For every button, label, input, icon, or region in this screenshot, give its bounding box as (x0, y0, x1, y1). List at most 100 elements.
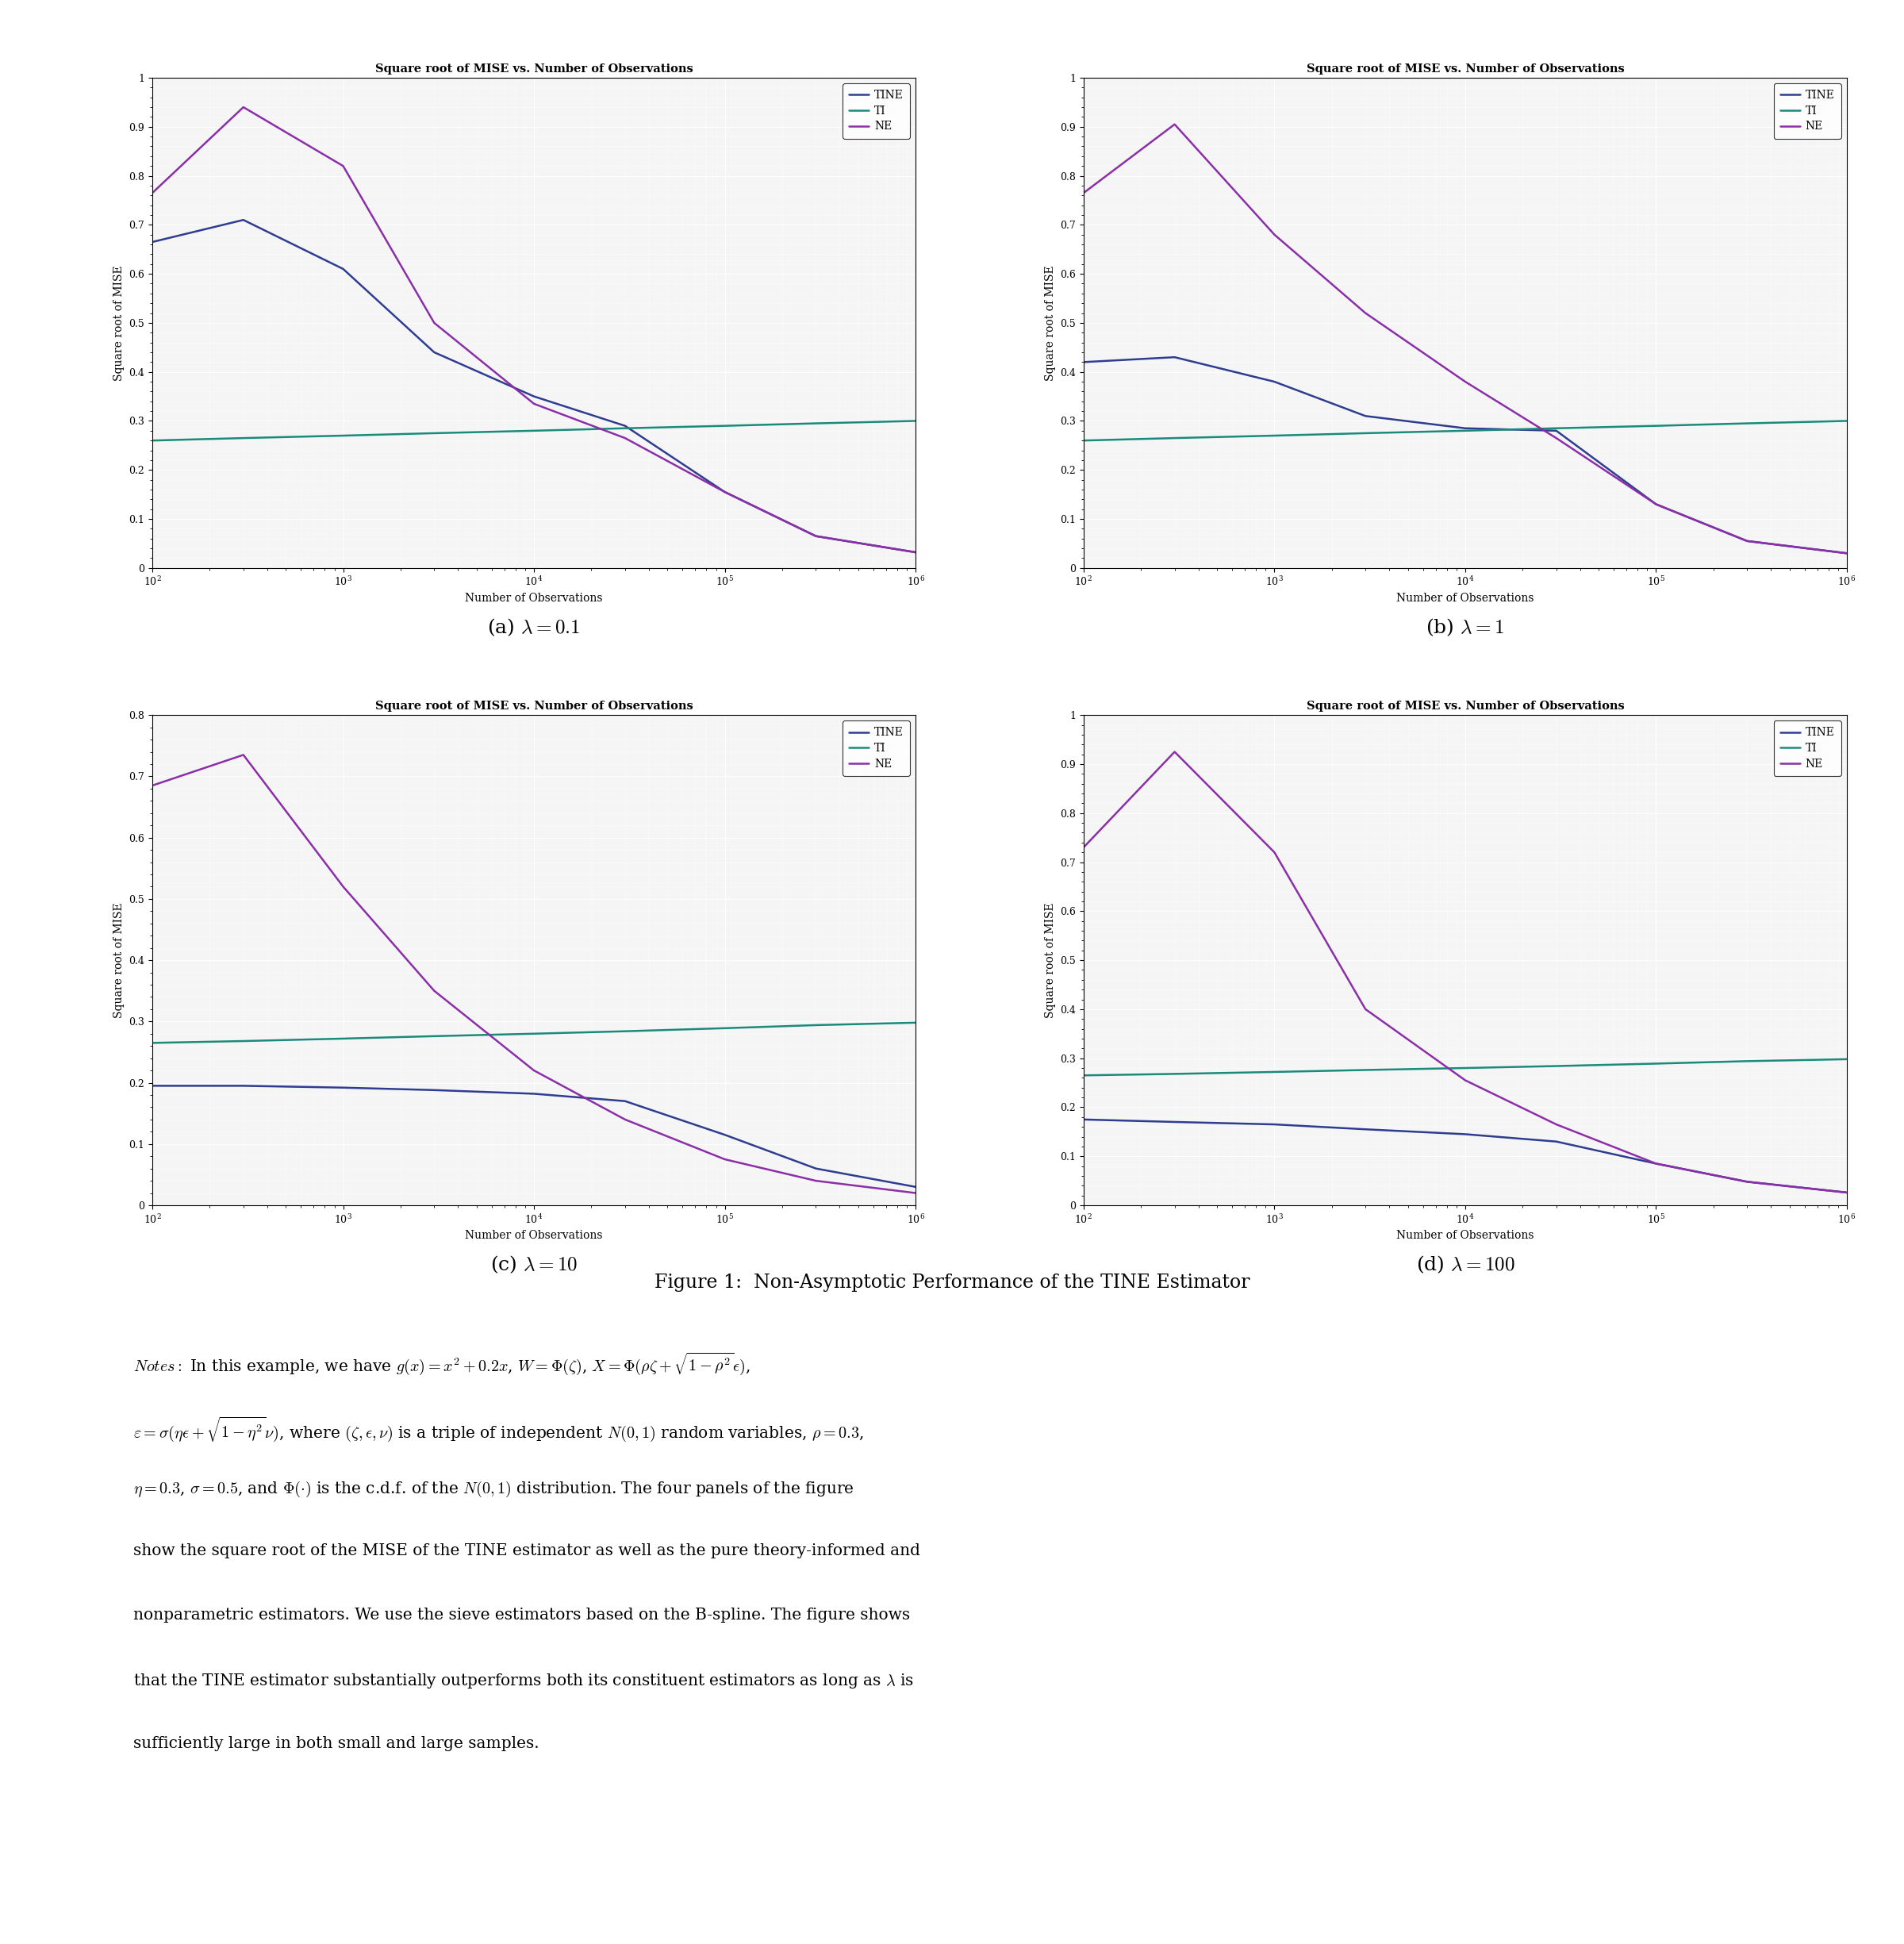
TI (1262, 424, 1285, 447)
Y-axis label: Square root of MISE: Square root of MISE (114, 902, 124, 1019)
Text: (a) $\lambda = 0.1$: (a) $\lambda = 0.1$ (487, 616, 581, 638)
TINE (803, 525, 826, 548)
NE (331, 875, 354, 898)
NE (1455, 1069, 1478, 1093)
NE (714, 480, 737, 503)
Line: TINE: TINE (1083, 1120, 1847, 1192)
NE (1544, 426, 1567, 449)
Line: NE: NE (1083, 752, 1847, 1192)
TINE (1262, 1112, 1285, 1135)
Title: Square root of MISE vs. Number of Observations: Square root of MISE vs. Number of Observ… (1306, 702, 1624, 712)
NE (1354, 301, 1377, 325)
NE (803, 1168, 826, 1192)
TINE (331, 1075, 354, 1098)
NE (1835, 542, 1858, 566)
TI (1544, 1054, 1567, 1077)
NE (1544, 1112, 1567, 1135)
TINE (803, 1157, 826, 1180)
TINE (613, 414, 636, 437)
TINE (141, 1075, 164, 1098)
Line: NE: NE (152, 754, 916, 1194)
Title: Square root of MISE vs. Number of Observations: Square root of MISE vs. Number of Observ… (1306, 64, 1624, 74)
Legend: TINE, TI, NE: TINE, TI, NE (842, 721, 910, 776)
NE (1736, 529, 1759, 552)
TI (714, 414, 737, 437)
X-axis label: Number of Observations: Number of Observations (1396, 1231, 1535, 1240)
TINE (1072, 350, 1095, 373)
NE (141, 774, 164, 797)
Text: sufficiently large in both small and large samples.: sufficiently large in both small and lar… (133, 1736, 539, 1752)
NE (803, 525, 826, 548)
TI (423, 422, 446, 445)
NE (331, 154, 354, 177)
TI (1736, 1050, 1759, 1073)
NE (613, 426, 636, 449)
TINE (1455, 416, 1478, 439)
TI (1163, 426, 1186, 449)
TINE (1072, 1108, 1095, 1131)
TINE (1544, 1129, 1567, 1153)
X-axis label: Number of Observations: Number of Observations (465, 1231, 604, 1240)
TI (714, 1017, 737, 1040)
TINE (1645, 492, 1668, 515)
TINE (1835, 542, 1858, 566)
X-axis label: Number of Observations: Number of Observations (465, 593, 604, 605)
TI (1736, 412, 1759, 435)
Y-axis label: Square root of MISE: Square root of MISE (114, 264, 124, 381)
Line: NE: NE (152, 107, 916, 552)
NE (423, 311, 446, 334)
NE (1262, 840, 1285, 863)
NE (423, 980, 446, 1003)
NE (1455, 369, 1478, 393)
Line: TI: TI (152, 422, 916, 441)
Line: TI: TI (1083, 1059, 1847, 1075)
TI (803, 412, 826, 435)
TINE (714, 1124, 737, 1147)
TI (1835, 410, 1858, 434)
NE (1262, 224, 1285, 247)
NE (1645, 1153, 1668, 1176)
NE (232, 95, 255, 119)
TINE (1262, 369, 1285, 393)
NE (1163, 741, 1186, 764)
TI (1835, 1048, 1858, 1071)
TINE (522, 1083, 545, 1106)
Text: nonparametric estimators. We use the sieve estimators based on the B-spline. The: nonparametric estimators. We use the sie… (133, 1608, 910, 1623)
Legend: TINE, TI, NE: TINE, TI, NE (1773, 721, 1841, 776)
Text: $\varepsilon = \sigma(\eta\epsilon + \sqrt{1-\eta^2}\nu)$, where $(\zeta, \epsil: $\varepsilon = \sigma(\eta\epsilon + \sq… (133, 1415, 864, 1442)
TINE (1455, 1122, 1478, 1145)
TI (331, 1026, 354, 1050)
NE (1354, 997, 1377, 1021)
TI (522, 420, 545, 443)
TINE (1645, 1153, 1668, 1176)
X-axis label: Number of Observations: Number of Observations (1396, 593, 1535, 605)
Text: that the TINE estimator substantially outperforms both its constituent estimator: that the TINE estimator substantially ou… (133, 1672, 914, 1689)
TINE (1544, 420, 1567, 443)
TINE (141, 229, 164, 253)
Y-axis label: Square root of MISE: Square root of MISE (1045, 902, 1055, 1019)
NE (141, 181, 164, 204)
Text: (c) $\lambda = 10$: (c) $\lambda = 10$ (489, 1254, 577, 1275)
Line: NE: NE (1083, 124, 1847, 554)
TI (1645, 1052, 1668, 1075)
Text: $\mathit{Notes:}$ In this example, we have $g(x) = x^2 + 0.2x$, $W = \Phi(\zeta): $\mathit{Notes:}$ In this example, we ha… (133, 1351, 750, 1376)
NE (522, 393, 545, 416)
NE (232, 743, 255, 766)
TINE (904, 540, 927, 564)
TI (141, 430, 164, 453)
TINE (1354, 1118, 1377, 1141)
TI (1455, 420, 1478, 443)
TINE (1163, 346, 1186, 369)
TI (613, 416, 636, 439)
NE (1835, 1180, 1858, 1203)
Text: (b) $\lambda = 1$: (b) $\lambda = 1$ (1426, 616, 1504, 638)
TINE (1736, 1170, 1759, 1194)
TINE (714, 480, 737, 503)
TI (331, 424, 354, 447)
Line: TINE: TINE (152, 220, 916, 552)
Text: show the square root of the MISE of the TINE estimator as well as the pure theor: show the square root of the MISE of the … (133, 1544, 920, 1559)
Text: $\eta = 0.3$, $\sigma = 0.5$, and $\Phi(\cdot)$ is the c.d.f. of the $N(0,1)$ di: $\eta = 0.3$, $\sigma = 0.5$, and $\Phi(… (133, 1479, 855, 1499)
TI (1262, 1059, 1285, 1083)
NE (904, 540, 927, 564)
TINE (232, 208, 255, 231)
